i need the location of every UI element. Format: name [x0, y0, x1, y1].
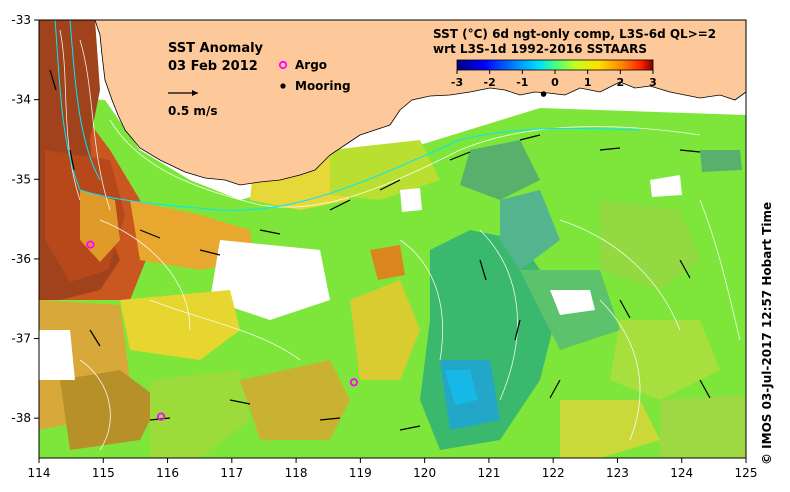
colorbar: -3 -2 -1 0 1 2 3 [451, 59, 657, 89]
x-tick-label: 119 [349, 466, 372, 480]
x-tick-label: 122 [542, 466, 565, 480]
argo-legend-icon [278, 60, 288, 70]
y-tick-label: -38 [11, 411, 31, 425]
colorbar-tick-label: 1 [584, 76, 592, 89]
argo-float-marker [349, 378, 359, 387]
colorbar-tick-label: 2 [617, 76, 625, 89]
colorbar-tick-label: -2 [484, 76, 496, 89]
marker-legend: Argo Mooring [278, 58, 351, 93]
x-tick-label: 118 [285, 466, 308, 480]
argo-legend-label: Argo [295, 58, 327, 72]
x-tick-label: 125 [735, 466, 758, 480]
leeuwin-current-contours [54, 20, 641, 211]
mooring-legend-label: Mooring [295, 79, 351, 93]
colorbar-tick-label: -1 [516, 76, 528, 89]
colorbar-tick-label: -3 [451, 76, 463, 89]
mooring-legend-icon [280, 83, 286, 89]
y-axis: -33 -34 -35 -36 -37 -38 [11, 13, 39, 425]
map-date: 03 Feb 2012 [168, 59, 258, 74]
plot-frame [38, 19, 747, 459]
header-line1: SST (°C) 6d ngt-only comp, L3S-6d QL>=2 [433, 27, 716, 41]
mooring-marker [540, 91, 547, 97]
argo-float-marker [86, 240, 95, 249]
colorbar-tick-label: 0 [551, 76, 559, 89]
colorbar-ticks: -3 -2 -1 0 1 2 3 [451, 70, 657, 89]
y-tick-label: -35 [11, 172, 31, 186]
observation-markers [86, 91, 547, 421]
x-tick-label: 114 [28, 466, 51, 480]
colorbar-tick-label: 3 [649, 76, 657, 89]
velocity-scale-legend: 0.5 m/s [168, 90, 217, 118]
argo-float-marker [157, 412, 166, 421]
x-tick-label: 120 [413, 466, 436, 480]
velocity-scale-label: 0.5 m/s [168, 104, 217, 118]
map-title: SST Anomaly [168, 41, 264, 56]
x-axis: 114 115 116 117 118 119 120 121 122 123 124 125 [28, 458, 758, 480]
y-tick-label: -36 [11, 252, 31, 266]
copyright-credit: © IMOS 03-Jul-2017 12:57 Hobart Time [760, 201, 774, 465]
x-tick-label: 124 [670, 466, 693, 480]
sst-anomaly-field [39, 20, 746, 458]
colorbar-gradient [456, 59, 654, 71]
x-tick-label: 116 [156, 466, 179, 480]
map-plot-area [39, 20, 746, 458]
x-tick-label: 121 [477, 466, 500, 480]
header-line2: wrt L3S-1d 1992-2016 SSTAARS [433, 42, 647, 56]
x-tick-label: 117 [220, 466, 243, 480]
y-tick-label: -33 [11, 13, 31, 27]
x-tick-label: 123 [606, 466, 629, 480]
velocity-scale-arrowhead [192, 90, 198, 96]
y-tick-label: -34 [11, 93, 31, 107]
geostrophic-streamlines [59, 29, 741, 451]
x-tick-label: 115 [92, 466, 115, 480]
y-tick-label: -37 [11, 332, 31, 346]
